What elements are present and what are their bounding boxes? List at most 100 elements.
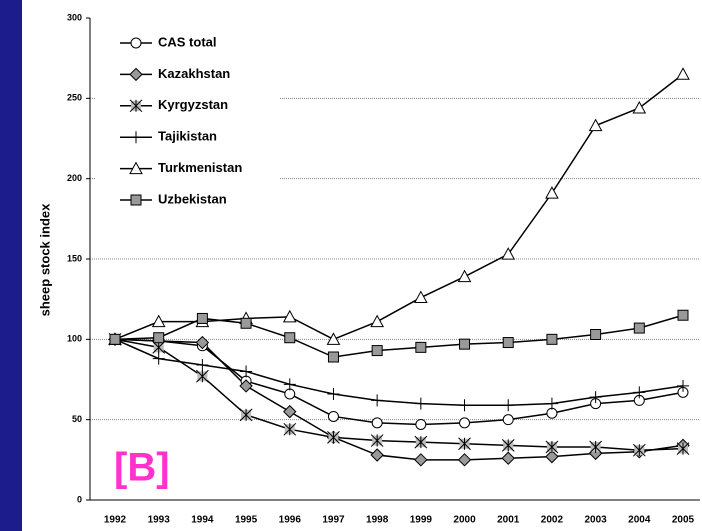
x-tick-label: 1997 <box>322 515 345 526</box>
marker-shape <box>196 312 208 324</box>
marker-shape <box>415 418 427 430</box>
marker <box>283 404 297 419</box>
marker-shape <box>589 440 602 454</box>
legend-label: Turkmenistan <box>158 160 242 175</box>
marker <box>239 379 253 393</box>
legend-label: CAS total <box>158 34 217 49</box>
marker <box>240 365 253 378</box>
marker <box>545 397 558 410</box>
marker <box>633 322 645 334</box>
y-axis-label: sheep stock index <box>37 203 52 316</box>
marker <box>459 338 471 350</box>
marker-shape <box>129 161 143 175</box>
series-line <box>114 73 684 341</box>
marker <box>371 345 383 357</box>
marker <box>676 67 690 80</box>
series-line <box>114 338 684 461</box>
marker-shape <box>153 332 165 344</box>
marker <box>370 448 384 462</box>
x-tick-label: 2005 <box>672 515 695 526</box>
marker <box>676 442 690 455</box>
x-tick-label: 2001 <box>497 515 520 526</box>
marker <box>589 440 602 454</box>
marker <box>282 309 297 323</box>
series-line <box>114 338 684 406</box>
marker <box>502 399 515 412</box>
marker <box>502 337 514 349</box>
marker <box>501 247 516 260</box>
marker-shape <box>501 451 515 465</box>
marker-shape <box>414 397 427 410</box>
y-tick-label: 0 <box>77 494 82 504</box>
legend-label: Uzbekistan <box>158 191 227 206</box>
marker <box>545 186 559 199</box>
marker <box>326 332 341 345</box>
marker-shape <box>457 269 472 283</box>
marker-shape <box>130 37 142 49</box>
marker-shape <box>414 290 428 304</box>
marker-shape <box>632 100 647 114</box>
marker <box>546 407 558 419</box>
marker <box>109 333 121 345</box>
marker-shape <box>676 67 690 80</box>
marker <box>588 118 603 132</box>
marker-shape <box>459 338 471 350</box>
annotation: [B] <box>114 446 170 490</box>
marker-shape <box>283 422 297 436</box>
marker-shape <box>240 365 253 378</box>
marker <box>153 332 165 344</box>
marker <box>130 37 142 49</box>
marker <box>545 440 559 454</box>
x-tick-label: 2004 <box>628 515 651 526</box>
marker <box>415 418 427 430</box>
marker <box>370 314 384 328</box>
x-tick-label: 1995 <box>235 515 258 526</box>
legend-label: Tajikistan <box>158 129 217 144</box>
marker <box>458 399 471 412</box>
marker <box>501 451 515 465</box>
marker-shape <box>109 333 121 345</box>
marker-shape <box>130 131 142 144</box>
marker-shape <box>632 443 646 457</box>
marker-shape <box>370 314 384 328</box>
marker <box>589 391 602 404</box>
marker-shape <box>458 437 471 451</box>
legend-label: Kazakhstan <box>158 66 230 81</box>
marker <box>283 378 296 391</box>
marker <box>151 314 166 328</box>
marker-shape <box>588 118 603 132</box>
marker <box>284 332 296 344</box>
marker <box>677 309 689 321</box>
marker-shape <box>590 329 602 341</box>
y-tick-label: 200 <box>67 173 82 183</box>
legend-label: Kyrgyzstan <box>158 97 228 112</box>
marker <box>633 386 646 399</box>
marker <box>129 161 143 175</box>
x-tick-label: 2003 <box>584 515 607 526</box>
marker-shape <box>371 417 383 429</box>
marker <box>196 369 209 383</box>
y-tick-label: 300 <box>67 12 82 22</box>
marker-shape <box>152 341 166 354</box>
marker-shape <box>283 378 296 391</box>
marker-shape <box>633 322 645 334</box>
marker-shape <box>676 442 690 455</box>
marker <box>283 422 297 436</box>
marker-shape <box>546 407 558 419</box>
marker-shape <box>501 247 516 260</box>
marker <box>239 408 253 422</box>
marker <box>632 100 647 114</box>
marker <box>459 417 471 429</box>
marker-shape <box>545 397 558 410</box>
x-tick-label: 1996 <box>279 515 302 526</box>
marker <box>415 341 427 353</box>
marker-shape <box>129 67 143 82</box>
marker-shape <box>195 335 210 350</box>
legend-box <box>96 26 280 216</box>
marker-shape <box>633 386 646 399</box>
x-tick-label: 2002 <box>541 515 564 526</box>
marker <box>590 329 602 341</box>
marker-shape <box>326 332 341 345</box>
marker <box>129 67 143 82</box>
